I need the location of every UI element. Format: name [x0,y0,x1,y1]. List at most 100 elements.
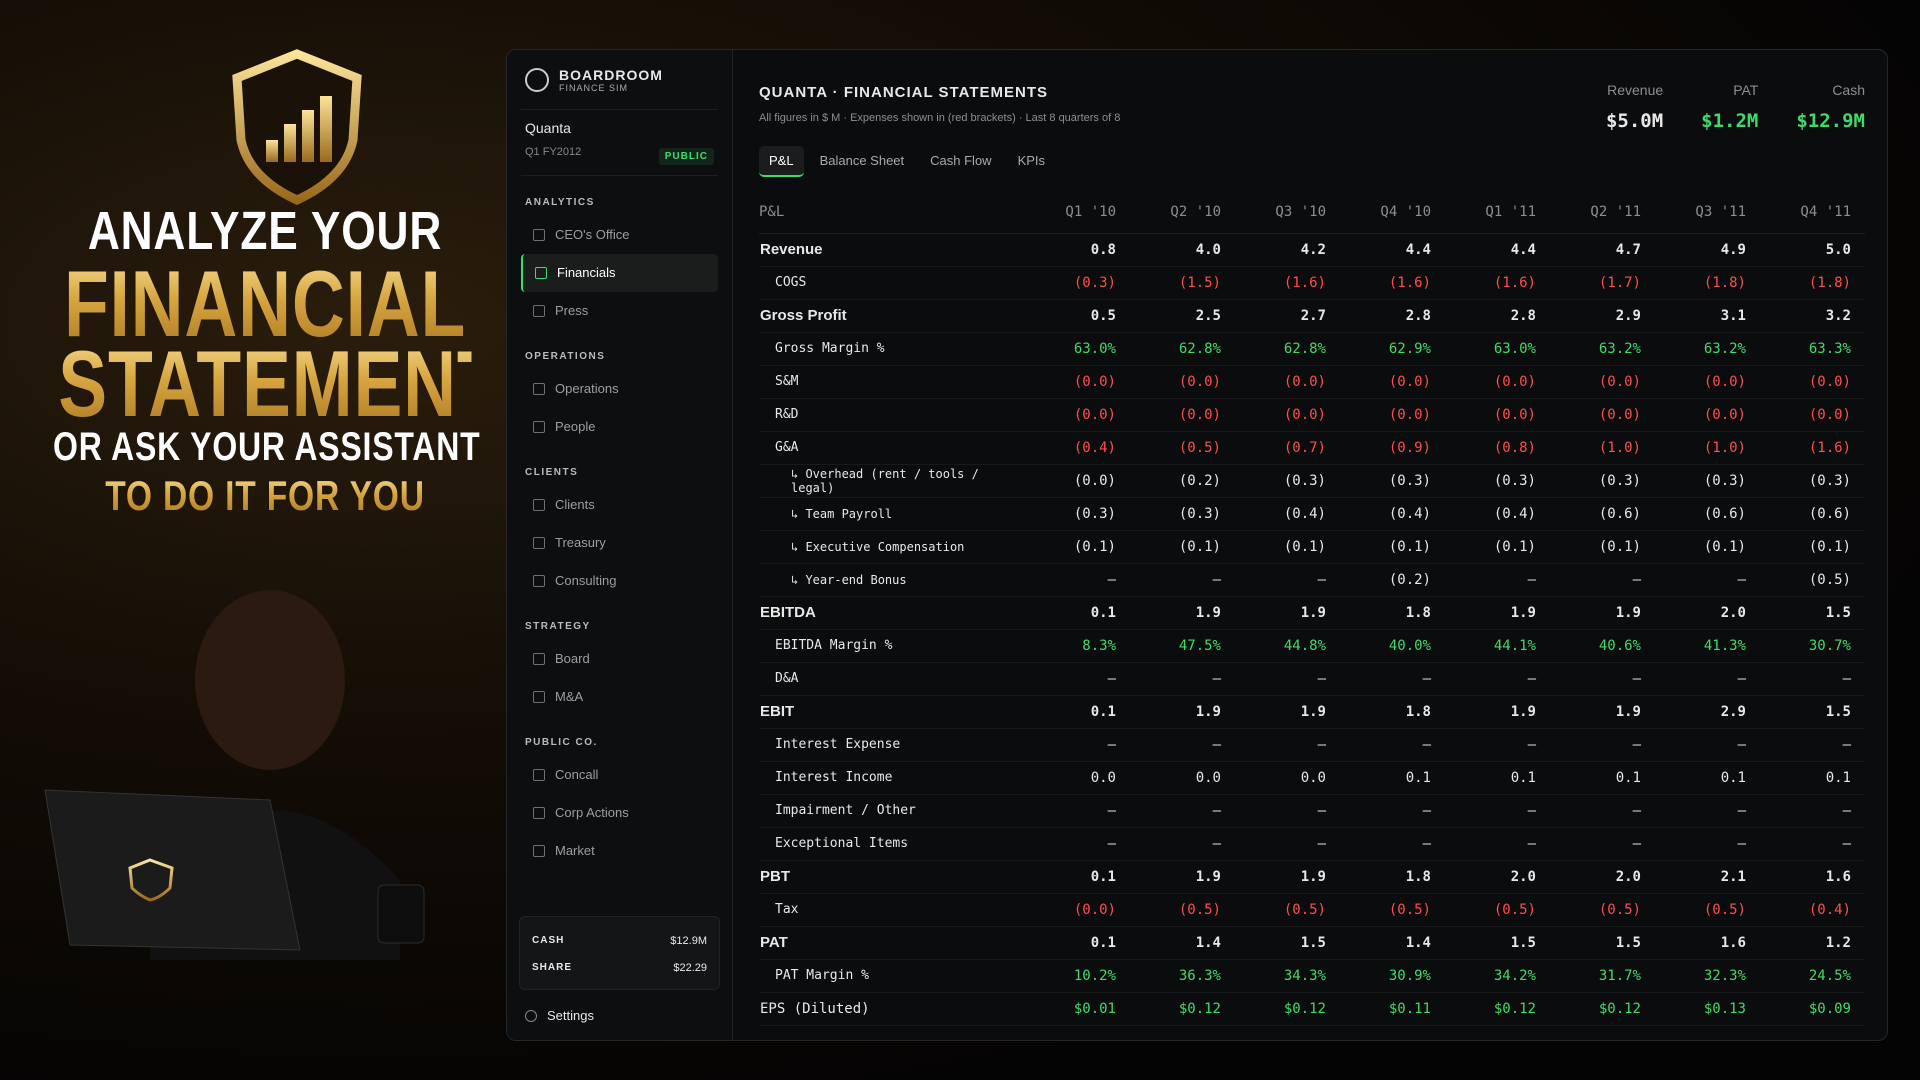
cell: (1.6) [1445,266,1550,300]
nav-icon [533,769,545,781]
nav-icon [533,575,545,587]
nav-item[interactable]: People [521,408,718,446]
table-row: Revenue 0.8 4.0 4.2 4.4 4.4 4.7 4.9 5.0 [759,233,1865,267]
kpi-value: $12.9M [1796,110,1865,132]
nav-item[interactable]: Financials [521,254,718,292]
nav-label[interactable]: Consulting [555,573,617,588]
row-label: Interest Expense [759,728,1025,762]
cell: 1.9 [1445,695,1550,729]
cell: – [1235,728,1340,762]
kpi-label: PAT [1733,82,1759,98]
nav-item[interactable]: M&A [521,678,718,716]
settings[interactable]: Settings [525,1008,594,1023]
share-value: $22.29 [673,961,707,974]
tab[interactable]: P&L [759,146,804,177]
cell: – [1130,662,1235,696]
cell: 1.5 [1235,926,1340,960]
nav-label[interactable]: Operations [555,381,619,396]
cell: (0.4) [1340,497,1445,531]
cell: (0.1) [1340,530,1445,564]
cell: – [1655,728,1760,762]
nav-label[interactable]: Market [555,843,595,858]
cell: – [1340,827,1445,861]
cell: (1.8) [1760,266,1865,300]
cell: – [1025,794,1130,828]
cell: 5.0 [1760,233,1865,267]
tab[interactable]: Balance Sheet [819,153,905,168]
nav-item[interactable]: Board [521,640,718,678]
cell: $0.11 [1340,992,1445,1026]
cell: (0.1) [1025,530,1130,564]
column-header: Q2 '11 [1550,192,1655,234]
cell: (0.5) [1130,431,1235,465]
cell: 4.4 [1340,233,1445,267]
row-label: EBIT [759,695,1025,729]
cell: 10.2% [1025,959,1130,993]
table-row: Exceptional Items – – – – – – – – [759,827,1865,861]
nav-label[interactable]: Concall [555,767,599,782]
cell: 4.0 [1130,233,1235,267]
cell: (0.0) [1130,365,1235,399]
cell: – [1550,794,1655,828]
cell: (0.0) [1235,365,1340,399]
nav-item[interactable]: Concall [521,756,718,794]
nav-label[interactable]: Board [555,651,590,666]
cell: 1.9 [1235,695,1340,729]
cell: 0.0 [1025,761,1130,795]
nav-item[interactable]: Treasury [521,524,718,562]
cell: 34.3% [1235,959,1340,993]
settings-label[interactable]: Settings [547,1008,594,1023]
table-row: PAT Margin % 10.2% 36.3% 34.3% 30.9% 34.2% 31.… [759,959,1865,993]
cell: 1.2 [1760,926,1865,960]
cell: 3.1 [1655,299,1760,333]
table-row: Interest Income 0.0 0.0 0.0 0.1 0.1 0.1 0.1 0.1 [759,761,1865,795]
cell: 44.1% [1445,629,1550,663]
table-row: D&A – – – – – – – – [759,662,1865,696]
cell: $0.12 [1130,992,1235,1026]
cell: 62.9% [1340,332,1445,366]
cell: – [1340,794,1445,828]
nav-label[interactable]: Press [555,303,589,318]
cell: – [1235,827,1340,861]
nav-label[interactable]: M&A [555,689,584,704]
cell: (0.3) [1340,464,1445,498]
cell: (0.3) [1550,464,1655,498]
cell: (0.6) [1760,497,1865,531]
promo-art [44,49,425,960]
nav-item[interactable]: CEO's Office [521,216,718,254]
promo-banner: ANALYZE YOUR FINANCIAL STATEMENTS! OR AS… [0,0,577,1080]
nav-item[interactable]: Operations [521,370,718,408]
kpi-label: Cash [1832,82,1865,98]
table-body: Revenue 0.8 4.0 4.2 4.4 4.4 4.7 4.9 5.0 COGS (0.3)… [759,233,1865,1026]
cell: (1.6) [1235,266,1340,300]
nav-label[interactable]: Clients [555,497,595,512]
nav-icon [533,807,545,819]
cell: (0.6) [1550,497,1655,531]
nav-item[interactable]: Corp Actions [521,794,718,832]
cell: (0.0) [1025,398,1130,432]
nav-label[interactable]: CEO's Office [555,227,630,242]
row-label: EPS (Diluted) [759,992,1025,1026]
cell: (0.4) [1025,431,1130,465]
cell: 0.8 [1025,233,1130,267]
assistant-figure [195,590,345,770]
cell: 4.7 [1550,233,1655,267]
cell: $0.09 [1760,992,1865,1026]
row-label: PAT Margin % [759,959,1025,993]
cell: (0.5) [1760,563,1865,597]
nav-label[interactable]: Financials [557,265,616,280]
nav-item[interactable]: Press [521,292,718,330]
tab[interactable]: KPIs [1017,153,1046,168]
nav-item[interactable]: Consulting [521,562,718,600]
nav-label[interactable]: People [555,419,596,434]
table-row: Interest Expense – – – – – – – – [759,728,1865,762]
cell: (1.6) [1340,266,1445,300]
shield-icon [232,49,362,205]
nav-item[interactable]: Market [521,832,718,870]
nav-label[interactable]: Treasury [555,535,606,550]
tab[interactable]: Cash Flow [930,153,992,168]
cell: (0.4) [1445,497,1550,531]
nav-label[interactable]: Corp Actions [555,805,629,820]
cell: 1.9 [1130,695,1235,729]
nav-item[interactable]: Clients [521,486,718,524]
